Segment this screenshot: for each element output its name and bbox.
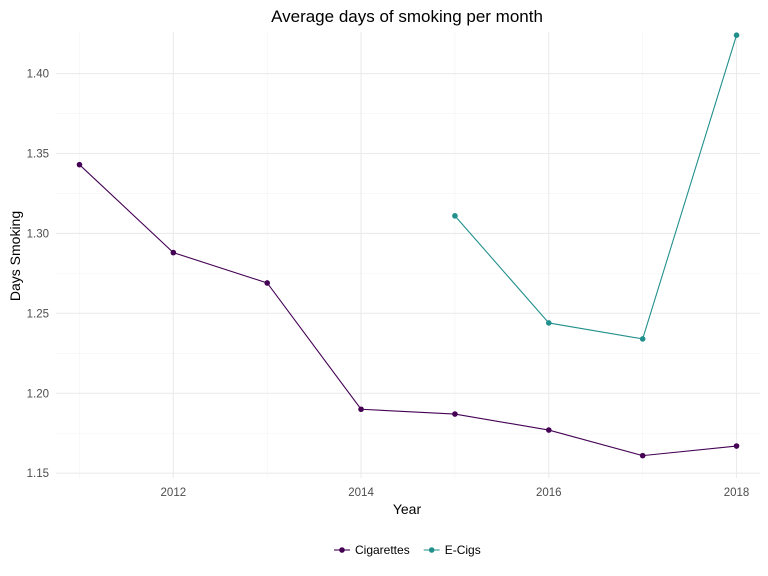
y-axis-ticks: 1.15 1.20 1.25 1.30 1.35 1.40 — [27, 69, 49, 481]
data-point — [358, 406, 364, 413]
y-tick-label: 1.35 — [27, 148, 49, 160]
x-tick-label: 2018 — [724, 487, 750, 499]
data-point — [76, 161, 83, 168]
series-line — [79, 164, 737, 457]
legend-item: E-Cigs — [423, 543, 481, 557]
legend-item: Cigarettes — [334, 543, 410, 557]
x-tick-label: 2012 — [161, 487, 187, 499]
legend-label: Cigarettes — [355, 543, 410, 557]
y-tick-label: 1.15 — [27, 468, 49, 480]
grid-lines — [56, 32, 760, 478]
data-point — [733, 443, 740, 449]
x-tick-label: 2014 — [348, 487, 374, 499]
x-tick-label: 2016 — [536, 487, 562, 499]
data-point — [546, 427, 552, 433]
legend-key-point — [428, 547, 435, 553]
data-point — [639, 336, 646, 342]
data-point — [264, 280, 271, 286]
legend-label: E-Cigs — [445, 543, 481, 557]
data-point — [733, 32, 740, 38]
data-point — [546, 320, 552, 326]
y-tick-label: 1.25 — [27, 308, 49, 320]
y-tick-label: 1.40 — [27, 69, 49, 81]
legend-key-point — [339, 547, 345, 553]
data-point — [639, 452, 646, 459]
series-line — [454, 35, 738, 340]
y-axis-title: Days Smoking — [7, 211, 23, 301]
data-point — [452, 411, 458, 417]
data-point — [452, 213, 458, 219]
y-tick-label: 1.20 — [27, 388, 49, 400]
series-layer — [76, 32, 740, 459]
legend: Cigarettes E-Cigs — [334, 543, 481, 557]
data-point — [170, 249, 177, 256]
chart-title: Average days of smoking per month — [271, 7, 543, 26]
series-cigarettes — [76, 161, 740, 459]
y-tick-label: 1.30 — [27, 228, 49, 240]
x-axis-ticks: 2012 2014 2016 2018 — [161, 487, 750, 499]
x-axis-title: Year — [393, 501, 422, 517]
series-e-cigs — [452, 32, 740, 342]
